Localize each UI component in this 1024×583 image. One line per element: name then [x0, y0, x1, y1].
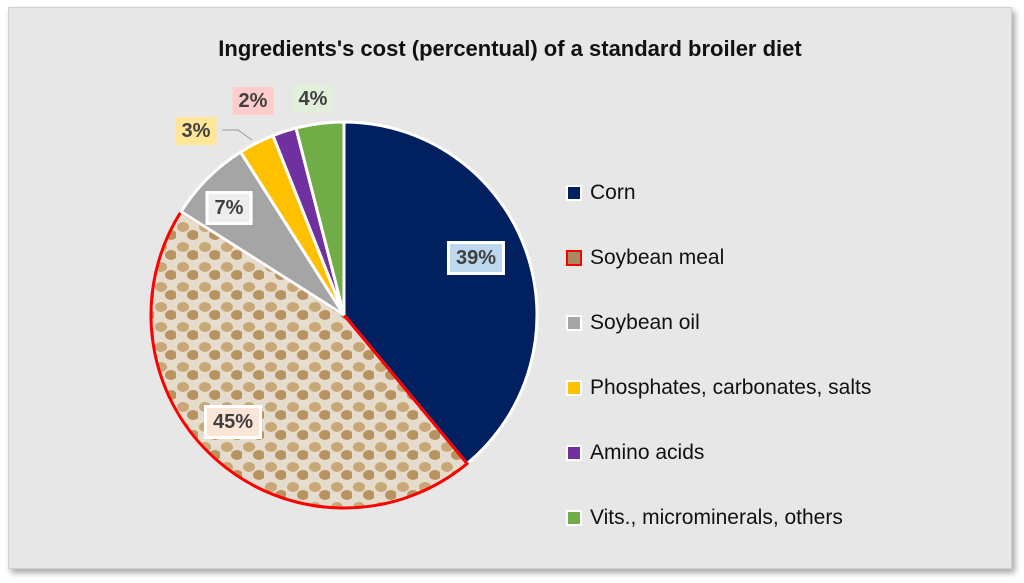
legend: Corn Soybean meal Soybean oil Phosphates, c…	[566, 160, 871, 550]
legend-item: Phosphates, carbonates, salts	[566, 355, 871, 420]
data-label: 45%	[203, 405, 263, 439]
legend-label: Amino acids	[590, 440, 705, 464]
legend-swatch	[566, 184, 582, 201]
legend-label: Phosphates, carbonates, salts	[590, 375, 872, 399]
data-label: 4%	[292, 85, 334, 113]
legend-swatch	[566, 249, 582, 266]
legend-item: Vits., microminerals, others	[566, 485, 871, 550]
data-label: 3%	[175, 117, 217, 145]
legend-label: Corn	[590, 180, 636, 204]
legend-label: Soybean meal	[590, 245, 725, 269]
legend-item: Amino acids	[566, 420, 871, 485]
legend-item: Soybean oil	[566, 290, 871, 355]
pie-slice-corn	[342, 120, 539, 466]
leader-line	[222, 129, 253, 141]
data-label: 7%	[205, 191, 253, 225]
legend-swatch	[566, 379, 582, 396]
legend-swatch	[566, 314, 582, 331]
legend-swatch	[566, 509, 582, 526]
legend-label: Soybean oil	[590, 310, 700, 334]
chart-title: Ingredients's cost (percentual) of a sta…	[218, 36, 802, 61]
pie-slice-vits-microminerals-others	[294, 120, 346, 316]
data-label: 2%	[232, 87, 274, 115]
legend-item: Soybean meal	[566, 225, 871, 290]
legend-swatch	[566, 444, 582, 461]
data-label: 39%	[446, 241, 506, 275]
legend-item: Corn	[566, 160, 871, 225]
legend-label: Vits., microminerals, others	[590, 505, 843, 529]
